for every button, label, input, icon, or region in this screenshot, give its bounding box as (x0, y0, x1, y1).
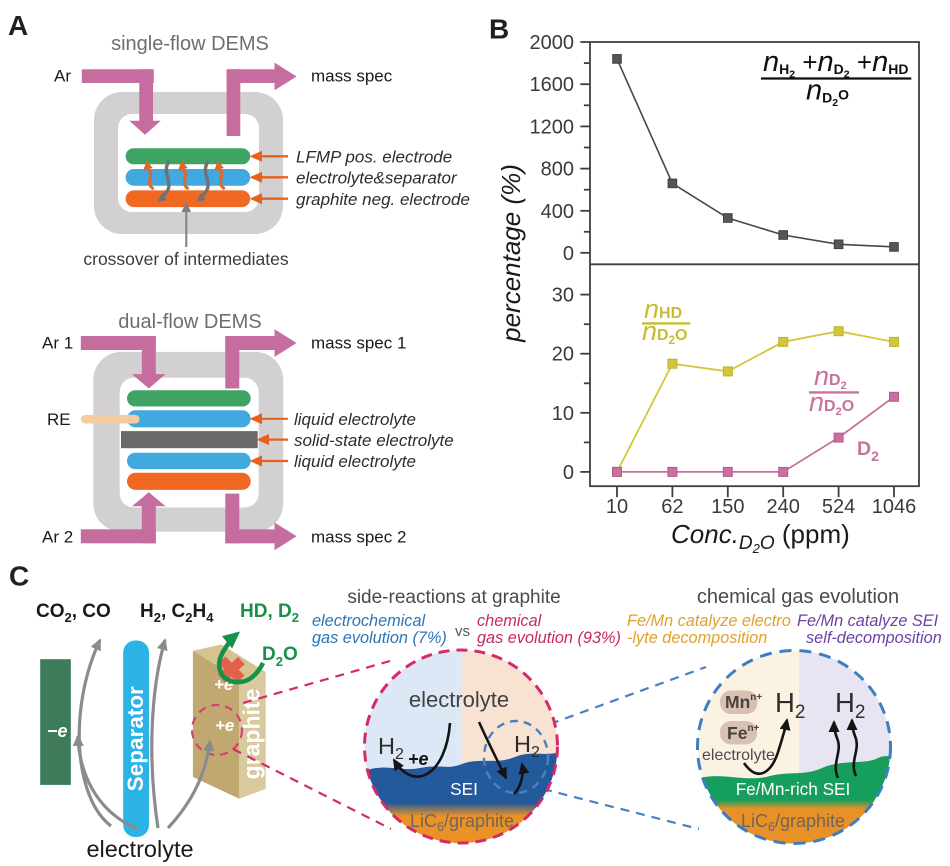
svg-text:A: A (8, 10, 28, 41)
svg-text:HD, D2: HD, D2 (240, 601, 299, 625)
svg-text:nHD: nHD (644, 294, 682, 324)
svg-text:CO2, CO: CO2, CO (36, 601, 111, 625)
svg-text:B: B (489, 14, 509, 45)
svg-text:mass spec: mass spec (311, 67, 393, 86)
svg-text:524: 524 (822, 496, 855, 518)
svg-text:150: 150 (711, 496, 744, 518)
svg-text:2000: 2000 (530, 32, 575, 54)
svg-text:electrolyte&separator: electrolyte&separator (296, 169, 458, 188)
svg-text:electrolyte: electrolyte (86, 836, 193, 862)
svg-text:-lyte decomposition: -lyte decomposition (627, 629, 767, 647)
svg-text:dual-flow DEMS: dual-flow DEMS (118, 311, 261, 333)
svg-text:solid-state electrolyte: solid-state electrolyte (294, 431, 454, 450)
svg-text:gas evolution (7%): gas evolution (7%) (312, 629, 447, 647)
svg-text:C: C (9, 561, 29, 592)
svg-text:−e: −e (47, 721, 68, 741)
svg-text:crossover of intermediates: crossover of intermediates (83, 249, 288, 269)
svg-text:chemical gas evolution: chemical gas evolution (697, 586, 899, 608)
svg-text:single-flow DEMS: single-flow DEMS (111, 33, 269, 55)
svg-text:+e: +e (408, 749, 429, 769)
svg-text:nD2O: nD2O (809, 387, 854, 418)
svg-text:10: 10 (552, 403, 574, 425)
svg-text:nH2 +nD2 +nHD: nH2 +nD2 +nHD (763, 46, 908, 81)
svg-text:mass spec 2: mass spec 2 (311, 528, 406, 547)
svg-text:20: 20 (552, 344, 574, 366)
svg-text:Ar 1: Ar 1 (42, 334, 73, 353)
svg-text:240: 240 (767, 496, 800, 518)
svg-text:10: 10 (606, 496, 628, 518)
svg-text:RE: RE (47, 410, 71, 429)
svg-text:Fe/Mn catalyze electro: Fe/Mn catalyze electro (627, 612, 791, 630)
svg-text:H2, C2H4: H2, C2H4 (140, 601, 214, 625)
svg-text:electrolyte: electrolyte (702, 747, 775, 764)
svg-text:nD2: nD2 (814, 361, 847, 392)
svg-text:LFMP pos. electrode: LFMP pos. electrode (296, 148, 452, 167)
svg-text:LiC6/graphite: LiC6/graphite (410, 811, 514, 834)
svg-text:Fe/Mn catalyze SEI: Fe/Mn catalyze SEI (797, 612, 939, 630)
svg-text:side-reactions at graphite: side-reactions at graphite (347, 587, 560, 608)
svg-text:62: 62 (661, 496, 683, 518)
svg-text:Fe/Mn-rich SEI: Fe/Mn-rich SEI (736, 779, 851, 799)
svg-text:gas evolution (93%): gas evolution (93%) (477, 629, 621, 647)
svg-text:electrolyte: electrolyte (409, 687, 509, 712)
svg-text:1600: 1600 (530, 74, 575, 96)
svg-text:0: 0 (563, 243, 574, 265)
svg-text:mass spec 1: mass spec 1 (311, 334, 406, 353)
svg-text:+e: +e (215, 716, 234, 735)
svg-text:LiC6/graphite: LiC6/graphite (741, 811, 845, 834)
svg-text:self-decomposition: self-decomposition (806, 629, 942, 647)
svg-text:liquid electrolyte: liquid electrolyte (294, 410, 416, 429)
svg-text:Ar 2: Ar 2 (42, 528, 73, 547)
svg-text:Separator: Separator (123, 686, 148, 791)
svg-text:electrochemical: electrochemical (312, 612, 425, 630)
svg-text:SEI: SEI (450, 779, 478, 799)
svg-text:1046: 1046 (872, 496, 917, 518)
svg-text:30: 30 (552, 285, 574, 307)
svg-text:graphite: graphite (239, 689, 265, 780)
svg-text:800: 800 (541, 159, 574, 181)
svg-text:0: 0 (563, 462, 574, 484)
svg-text:percentage (%): percentage (%) (496, 164, 526, 343)
svg-text:vs: vs (455, 623, 470, 640)
svg-text:chemical: chemical (477, 612, 542, 630)
svg-text:liquid electrolyte: liquid electrolyte (294, 452, 416, 471)
svg-text:nD2O: nD2O (806, 75, 849, 110)
svg-text:400: 400 (541, 201, 574, 223)
svg-text:Ar: Ar (54, 67, 71, 86)
svg-text:1200: 1200 (530, 116, 575, 138)
svg-text:graphite neg. electrode: graphite neg. electrode (296, 190, 470, 209)
